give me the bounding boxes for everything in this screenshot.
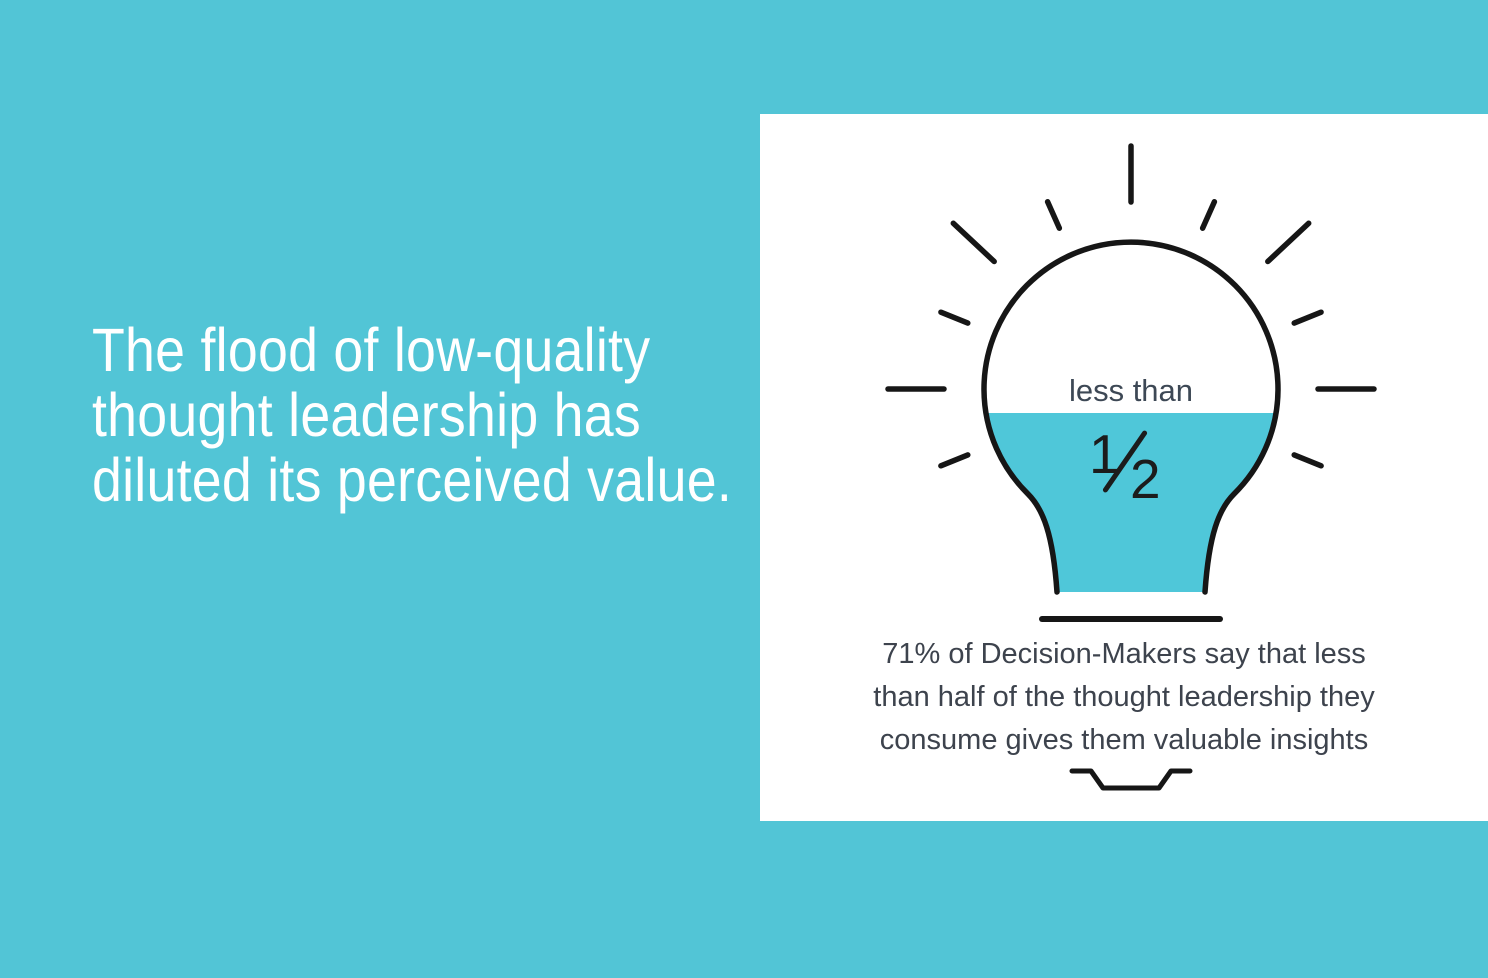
fraction-one-half: 1 2 — [1089, 427, 1169, 507]
headline-line-2: thought leadership has — [92, 381, 641, 449]
headline: The flood of low-quality thought leaders… — [92, 318, 778, 513]
caption-line-1: 71% of Decision-Makers say that less — [882, 638, 1366, 670]
fraction-denominator: 2 — [1130, 448, 1161, 510]
caption: 71% of Decision-Makers say that less tha… — [760, 633, 1488, 762]
lightbulb-illustration — [885, 143, 1377, 791]
headline-line-3: diluted its perceived value. — [92, 446, 732, 514]
light-rays-icon — [885, 143, 1377, 469]
bulb-outline — [981, 239, 1281, 595]
caption-line-2: than half of the thought leadership they — [873, 681, 1375, 713]
headline-line-1: The flood of low-quality — [92, 316, 651, 384]
bulb-contact-icon — [1069, 768, 1193, 791]
bulb-label-less-than: less than — [1068, 373, 1194, 408]
infographic-card: less than 1 2 71% of Decision-Makers say… — [760, 114, 1488, 821]
caption-line-3: consume gives them valuable insights — [879, 724, 1369, 756]
